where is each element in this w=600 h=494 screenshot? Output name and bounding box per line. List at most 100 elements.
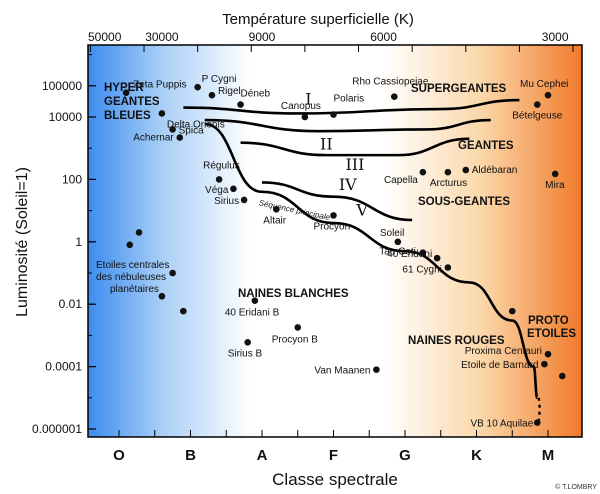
star-aldebaran [462, 166, 470, 174]
luminosity-class-i: I [305, 90, 311, 109]
group-label-sous-geantes: SOUS-GEANTES [418, 196, 510, 208]
spectral-class-o: O [113, 447, 125, 464]
star-canopus [301, 113, 309, 121]
star-soleil [394, 238, 402, 246]
star-unlabeled-6 [559, 372, 566, 380]
star-unlabeled-2 [169, 269, 176, 277]
top-tick-label: 3000 [542, 30, 569, 44]
curve-class-iii [240, 137, 470, 157]
star-label-mu-cephei: Mu Cephei [520, 79, 568, 90]
star-rigel [208, 91, 216, 99]
note-des-nebuleuses: des nébuleuses [96, 272, 166, 283]
star-tau-ceti [419, 249, 427, 256]
star-regulus [215, 176, 223, 183]
star-sirius [240, 196, 248, 204]
star-label-mira: Mira [545, 180, 565, 191]
star-label-sirius: Sirius [214, 196, 239, 207]
star-p-cygni [194, 83, 201, 91]
star-label-betelgeuse: Bételgeuse [512, 111, 562, 122]
note-etoiles-centrales: Etoiles centrales [96, 260, 169, 271]
note-planetaires: planétaires [110, 284, 159, 295]
star-61-cygni [444, 264, 452, 271]
star-label-van-maanen: Van Maanen [314, 366, 370, 377]
spectral-class-f: F [329, 447, 338, 464]
y-tick-label: 10000 [49, 110, 83, 124]
luminosity-class-iii: III [345, 155, 364, 174]
star-40-eridani [433, 254, 441, 262]
credit-text: © T.LOMBRY [555, 483, 597, 491]
top-tick-label: 30000 [145, 30, 179, 44]
star-deneb [237, 101, 244, 108]
star-procyon-b [294, 324, 302, 331]
spectral-class-k: K [471, 447, 482, 464]
star-label-vb-10-aquilae: VB 10 Aquilae [470, 419, 533, 430]
star-procyon [330, 212, 337, 219]
star-achernar [176, 134, 184, 141]
stars [122, 83, 566, 426]
star-label-40-eridani: 40 Eridani [387, 249, 432, 260]
star-label-rigel: Rigel [218, 86, 241, 97]
star-label-capella: Capella [384, 175, 418, 186]
star-label-spica: Spica [179, 125, 204, 136]
star-label-altair: Altair [263, 215, 286, 226]
curve-class-iv [261, 181, 413, 222]
star-etoile-de-barnard [541, 360, 548, 368]
star-delta-orionis [158, 110, 166, 117]
group-label-geantes: GEANTES [458, 140, 514, 152]
star-rho-cassiopeiae [390, 93, 398, 100]
spectral-class-m: M [542, 447, 555, 464]
star-label-40-eridani-b: 40 Eridani B [225, 308, 280, 319]
y-tick-label: 0.01 [59, 297, 83, 311]
y-tick-label: 1 [75, 235, 82, 249]
y-tick-label: 100000 [42, 79, 82, 93]
star-label-regulus: Régulus [203, 160, 240, 171]
star-sirius-b [244, 339, 251, 346]
star-label-zeta-puppis: Zeta Puppis [133, 80, 186, 91]
star-label-tau-ceti: Tau Ceti [379, 247, 416, 258]
star-label-etoile-de-barnard: Etoile de Barnard [461, 360, 538, 371]
star-capella [419, 168, 427, 176]
y-axis-title: Luminosité (Soleil=1) [14, 167, 31, 317]
star-label-p-cygni: P Cygni [202, 74, 237, 85]
curve-class-ii [204, 118, 491, 133]
x-axis-title: Classe spectrale [272, 470, 398, 489]
y-tick-label: 0.000001 [32, 422, 82, 436]
top-tick-label: 6000 [370, 30, 397, 44]
top-tick-label: 9000 [249, 30, 276, 44]
star-40-eridani-b [251, 297, 259, 304]
luminosity-class-ii: II [320, 135, 333, 154]
star-label-polaris: Polaris [334, 94, 365, 105]
star-label-procyon: Procyon [314, 221, 351, 232]
group-label-hyper-geantes-bleues: HYPER GEANTES BLEUES [104, 82, 160, 122]
luminosity-class-iv: IV [339, 175, 357, 194]
star-altair [273, 206, 280, 213]
star-label-rho-cassiopeiae: Rho Cassiopeiae [352, 77, 429, 88]
group-label-naines-blanches: NAINES BLANCHES [238, 288, 349, 300]
star-label-aldebaran: Aldébaran [472, 165, 518, 176]
star-polaris [330, 111, 337, 118]
star-label-61-cygni: 61 Cygni [402, 265, 441, 276]
star-label-sirius-b: Sirius B [228, 348, 263, 359]
star-label-canopus: Canopus [281, 101, 321, 112]
main-sequence-dotted-tail [536, 397, 541, 425]
star-spica [169, 126, 176, 133]
y-tick-label: 100 [62, 172, 82, 186]
group-label-supergeantes: SUPERGEANTES [411, 83, 507, 95]
group-label-naines-rouges: NAINES ROUGES [408, 335, 505, 347]
star-unlabeled-3 [158, 292, 166, 300]
star-label-proxima-centauri: Proxima Centauri [465, 346, 542, 357]
star-unlabeled-4 [180, 307, 187, 315]
spectral-class-b: B [185, 447, 196, 464]
star-mira [551, 170, 559, 178]
plot-background [88, 45, 582, 437]
y-tick-label: 0.0001 [45, 360, 82, 374]
luminosity-class-v: V [355, 200, 368, 219]
star-unlabeled-0 [135, 229, 143, 236]
star-label-achernar: Achernar [133, 133, 174, 144]
star-van-maanen [373, 366, 380, 373]
star-label-vega: Véga [205, 185, 229, 196]
spectral-class-g: G [399, 447, 411, 464]
top-tick-label: 50000 [88, 30, 122, 44]
chart-title: Température superficielle (K) [222, 11, 414, 28]
